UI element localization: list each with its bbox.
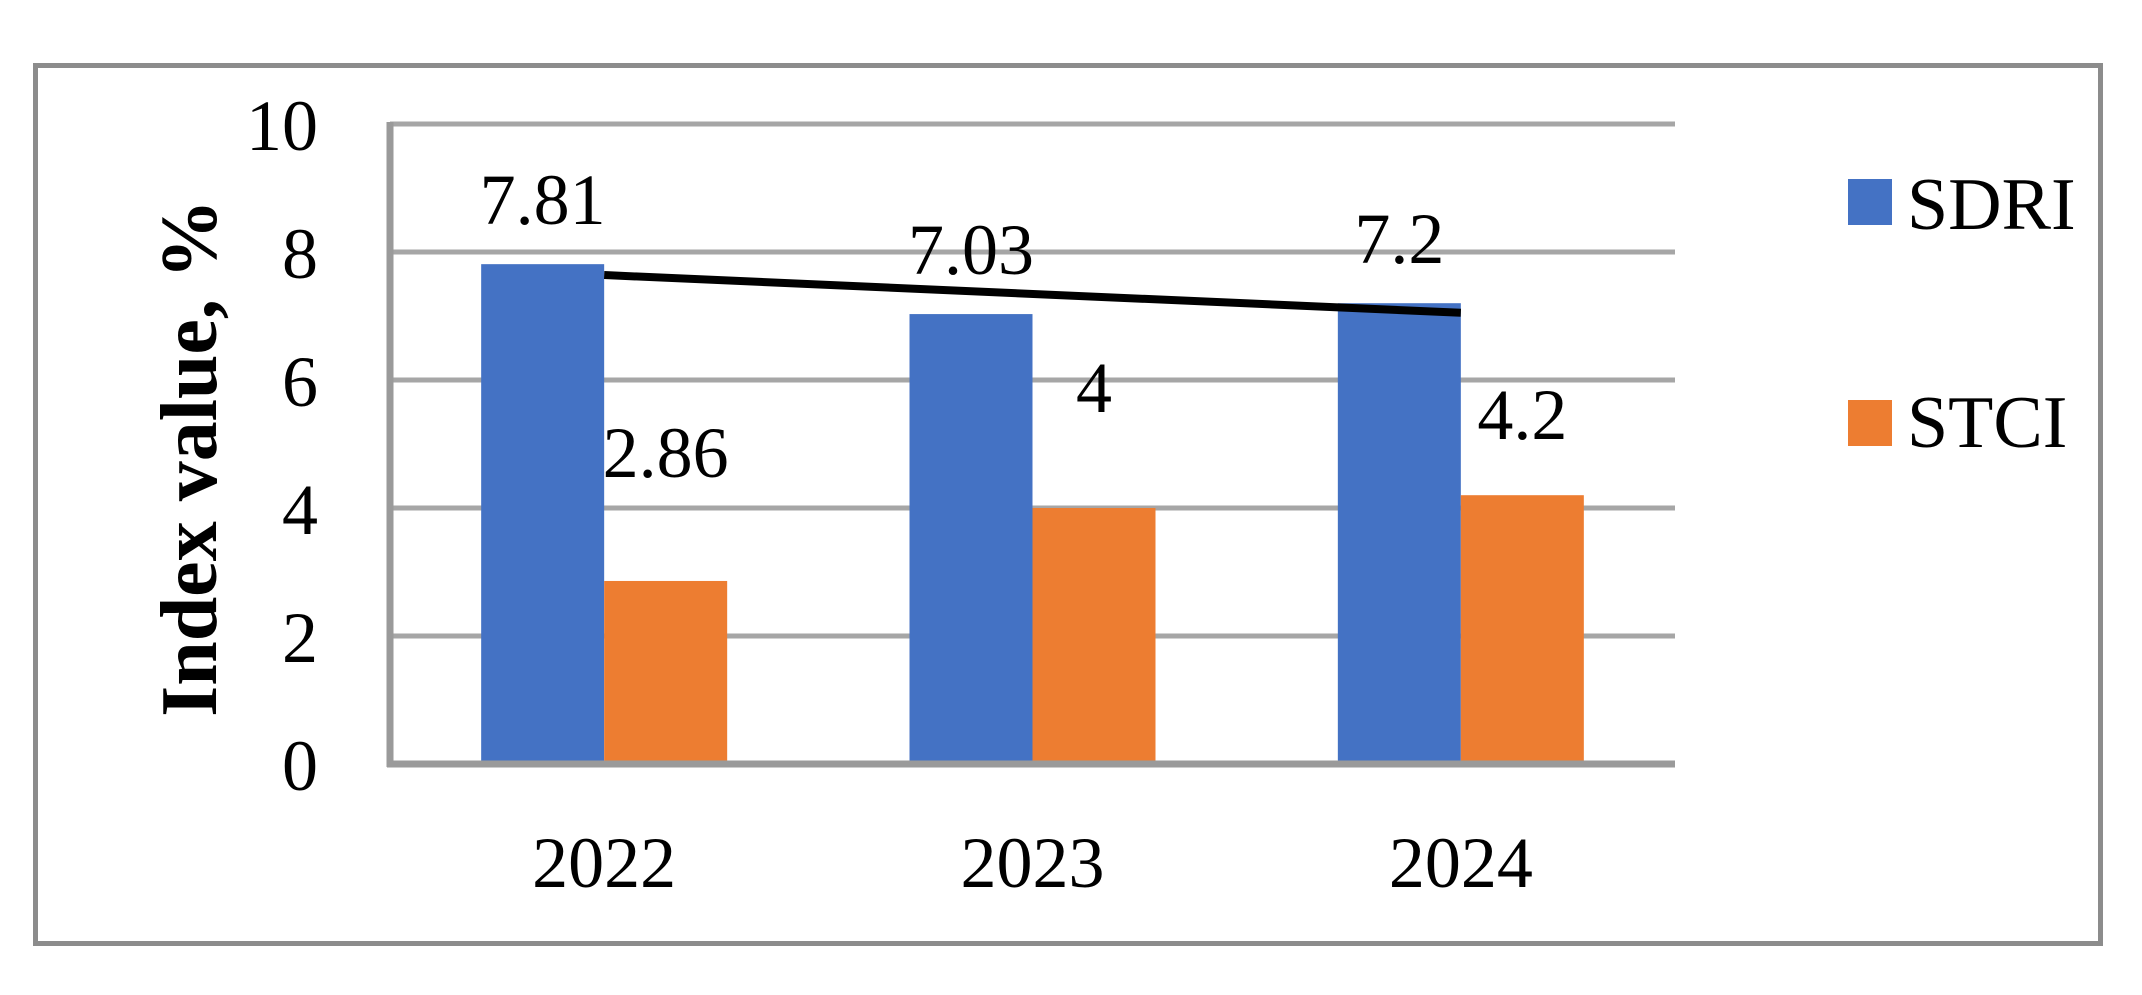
x-tick-label-2022: 2022 [532, 823, 677, 903]
legend-swatch-sdri [1848, 179, 1892, 225]
data-label-sdri-2023: 7.03 [908, 210, 1034, 291]
y-tick-label-2: 2 [282, 598, 318, 678]
data-label-stci-2023: 4 [1076, 348, 1112, 428]
bar-sdri-2023 [909, 314, 1033, 764]
bar-stci-2023 [1032, 508, 1156, 764]
legend-label-sdri: SDRI [1907, 164, 2076, 246]
trendline-sdri [603, 271, 1462, 317]
y-axis-title: Index value, % [146, 199, 234, 717]
y-tick-label-4: 4 [282, 470, 318, 550]
x-tick-label-2023: 2023 [960, 823, 1105, 903]
bar-stci-2022 [604, 580, 728, 764]
legend-label-stci: STCI [1907, 382, 2068, 464]
data-label-stci-2024: 4.2 [1477, 375, 1568, 456]
bar-sdri-2022 [481, 264, 605, 764]
y-tick-label-0: 0 [282, 726, 318, 806]
legend-swatch-stci [1848, 400, 1892, 446]
data-label-stci-2022: 2.86 [602, 412, 729, 493]
data-label-sdri-2024: 7.2 [1354, 199, 1445, 280]
y-tick-label-8: 8 [282, 214, 318, 294]
y-tick-label-10: 10 [246, 86, 318, 166]
bar-sdri-2024 [1337, 303, 1461, 764]
figure-border [33, 63, 2103, 946]
bar-stci-2024 [1460, 495, 1584, 764]
x-tick-label-2024: 2024 [1388, 823, 1533, 903]
data-label-sdri-2022: 7.81 [479, 160, 606, 241]
y-tick-label-6: 6 [282, 342, 318, 422]
